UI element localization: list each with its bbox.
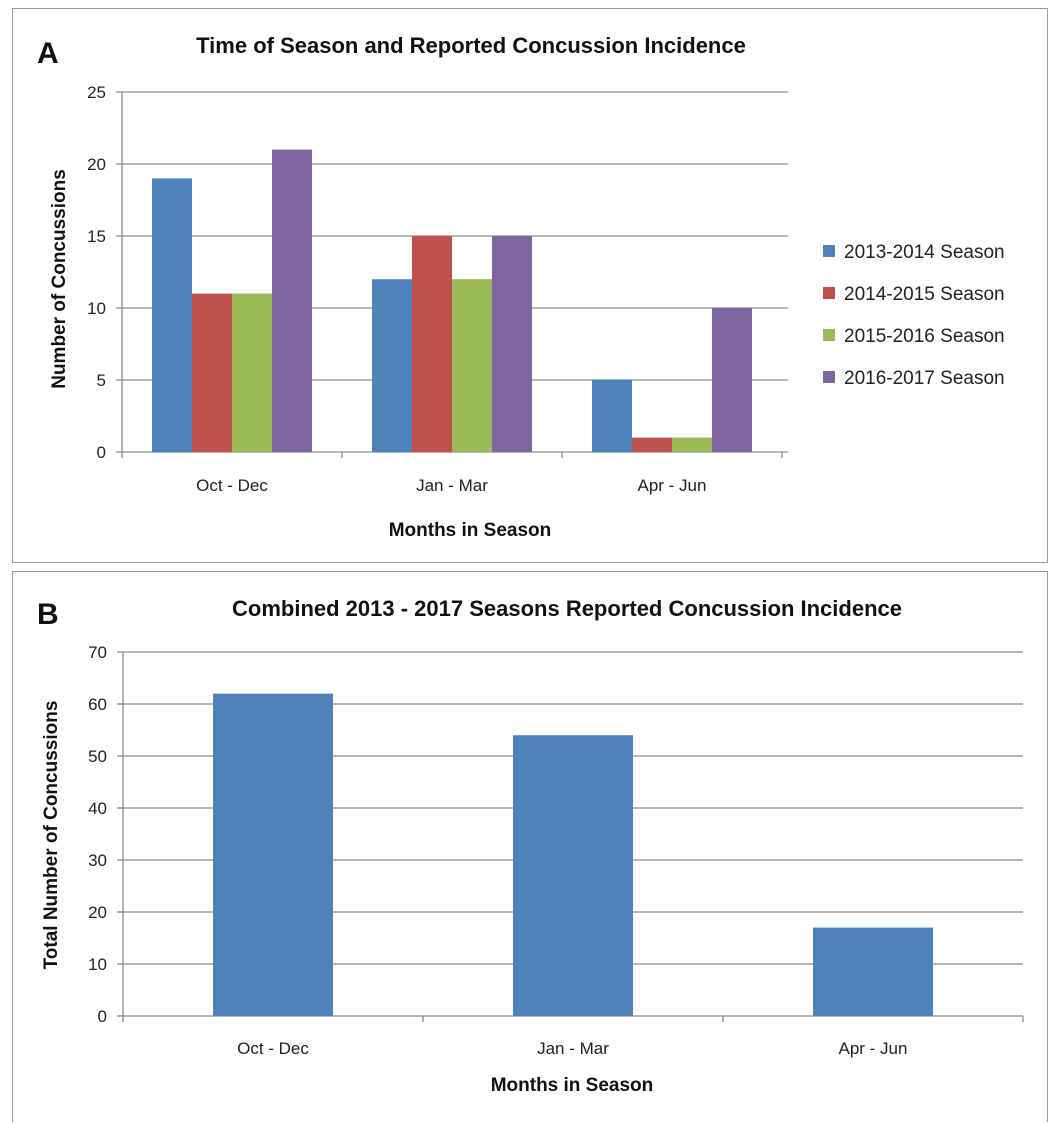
chart-b-y-tick-label: 30 (88, 851, 107, 870)
chart-a-title: Time of Season and Reported Concussion I… (196, 33, 746, 58)
chart-b-y-tick-label: 10 (88, 955, 107, 974)
chart-b-bar-1-3 (813, 927, 933, 1016)
chart-a-plot: 0 5 10 15 20 25 Oct - Dec Jan - Mar Apr - Jun 201… (87, 83, 1005, 495)
chart-a-xlabel: Months in Season (389, 520, 552, 541)
panel-letter-b: B (37, 598, 59, 631)
chart-a-y-tick-label: 0 (97, 443, 106, 462)
chart-b: B Combined 2013 - 2017 Seasons Reported … (37, 596, 1024, 1096)
chart-a-bar-2-1 (192, 293, 232, 452)
chart-a-bar-4-3 (712, 308, 752, 452)
chart-a-legend-label: 2015-2016 Season (844, 326, 1005, 347)
chart-b-y-tick-label: 50 (88, 747, 107, 766)
chart-a-bar-2-2 (412, 236, 452, 452)
chart-a-ylabel: Number of Concussions (49, 169, 70, 389)
chart-a-legend-swatch (823, 287, 835, 299)
chart-a-legend-label: 2016-2017 Season (844, 368, 1005, 389)
chart-b-xlabel: Months in Season (491, 1075, 654, 1096)
chart-a-y-tick-label: 20 (87, 155, 106, 174)
chart-b-y-tick-label: 0 (98, 1007, 107, 1026)
chart-b-plot: 0 10 20 30 40 50 60 70 Oct - Dec Jan - Mar Apr - J… (88, 643, 1024, 1058)
chart-a-x-tick-label: Oct - Dec (196, 476, 268, 495)
chart-a-y-tick-label: 15 (87, 227, 106, 246)
chart-a-bar-3-1 (232, 293, 272, 452)
chart-a-bar-4-2 (492, 236, 532, 452)
chart-a-x-tick-label: Apr - Jun (638, 476, 707, 495)
chart-a: A Time of Season and Reported Concussion… (37, 33, 1005, 541)
chart-b-x-tick-label: Jan - Mar (537, 1039, 609, 1058)
chart-a-legend-swatch (823, 371, 835, 383)
chart-a-legend-label: 2014-2015 Season (844, 284, 1005, 305)
chart-a-bar-2-3 (632, 437, 672, 452)
chart-b-bar-1-1 (213, 693, 333, 1016)
chart-a-bar-3-2 (452, 279, 492, 452)
chart-a-legend-swatch (823, 245, 835, 257)
chart-a-bar-4-1 (272, 149, 312, 452)
chart-a-y-tick-label: 25 (87, 83, 106, 102)
chart-a-legend-swatch (823, 329, 835, 341)
chart-a-y-tick-label: 10 (87, 299, 106, 318)
chart-b-title: Combined 2013 - 2017 Seasons Reported Co… (232, 596, 902, 621)
chart-a-legend-label: 2013-2014 Season (844, 242, 1005, 263)
panel-a: A Time of Season and Reported Concussion… (12, 8, 1048, 563)
chart-b-y-tick-label: 70 (88, 643, 107, 662)
chart-a-y-tick-label: 5 (97, 371, 106, 390)
chart-b-y-tick-label: 60 (88, 695, 107, 714)
chart-b-y-tick-label: 20 (88, 903, 107, 922)
chart-a-x-tick-label: Jan - Mar (416, 476, 488, 495)
chart-b-bar-1-2 (513, 735, 633, 1016)
chart-b-x-tick-label: Apr - Jun (839, 1039, 908, 1058)
chart-b-ylabel: Total Number of Concussions (41, 701, 62, 970)
panel-b: B Combined 2013 - 2017 Seasons Reported … (12, 571, 1048, 1122)
chart-a-bar-1-2 (372, 279, 412, 452)
chart-a-bar-1-1 (152, 178, 192, 452)
chart-a-bar-3-3 (672, 437, 712, 452)
chart-b-x-tick-label: Oct - Dec (237, 1039, 309, 1058)
chart-b-y-tick-label: 40 (88, 799, 107, 818)
panel-letter-a: A (37, 37, 59, 70)
chart-a-bar-1-3 (592, 380, 632, 452)
